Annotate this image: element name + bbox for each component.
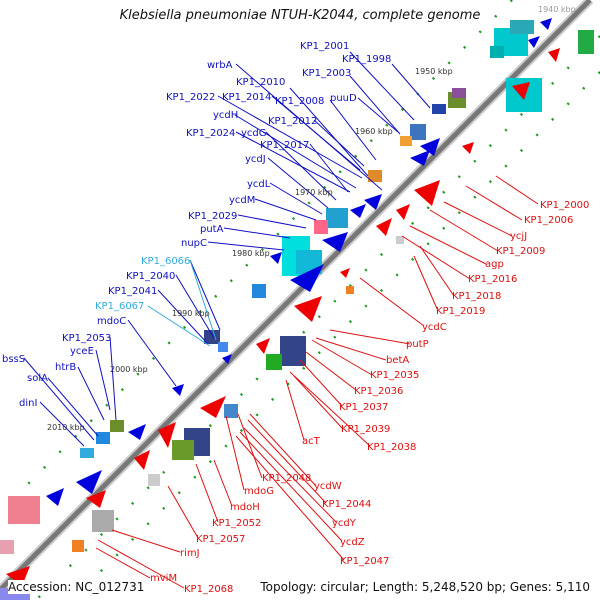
gene-label: yceE [70, 346, 94, 357]
gene-label: KP1_2044 [322, 499, 371, 510]
kbp-tick-label: 1990 kbp [172, 309, 210, 318]
leader-lines-lower [95, 175, 539, 589]
genome-title: Klebsiella pneumoniae NTUH-K2044, comple… [119, 8, 481, 23]
gene-label: KP1_2009 [496, 246, 545, 257]
gene-label: ycdZ [340, 537, 365, 548]
gene-label: KP1_2040 [126, 271, 175, 282]
gene-label: KP1_2053 [62, 333, 111, 344]
gene-label: bssS [2, 354, 25, 365]
gene-label: KP1_2036 [354, 386, 403, 397]
gene-label: KP1_2022 [166, 92, 215, 103]
gene-label: KP1_2035 [370, 370, 419, 381]
gene-label: KP1_1998 [342, 54, 391, 65]
gene-label: KP1_2039 [341, 424, 390, 435]
gene-label: KP1_2038 [367, 442, 416, 453]
kbp-tick-labels: 1940 kbp 1950 kbp 1960 kbp 1970 kbp 1980… [47, 5, 576, 432]
gene-label: KP1_2029 [188, 211, 237, 222]
gene-label: KP1_2000 [540, 200, 589, 211]
gene-label: KP1_2047 [340, 556, 389, 567]
kbp-tick-label: 1980 kbp [232, 249, 270, 258]
accession-label: Accession: NC_012731 [8, 580, 145, 594]
gene-label: htrB [55, 362, 76, 373]
gene-label: KP1_2006 [524, 215, 573, 226]
gene-label: mdoH [230, 502, 260, 513]
gene-labels-lower: KP1_2000 KP1_2006 ycjJ KP1_2009 agp KP1_… [150, 200, 589, 595]
gene-label: ycdC [422, 322, 447, 333]
reverse-features [0, 30, 594, 600]
leader-lines-alt [147, 259, 217, 347]
kbp-tick-label: 1970 kbp [295, 188, 333, 197]
gene-label: rimJ [180, 548, 200, 559]
leader-lines-upper [23, 51, 431, 447]
gene-label: ycdW [314, 481, 342, 492]
gene-label: wrbA [207, 60, 233, 71]
gene-label: putP [406, 339, 429, 350]
gene-label: KP1_2019 [436, 306, 485, 317]
gene-label: KP1_2016 [468, 274, 517, 285]
gene-label: ycdH [213, 110, 238, 121]
gene-label: putA [200, 224, 224, 235]
gene-label: ycdJ [245, 154, 266, 165]
gene-label: KP1_2008 [275, 96, 324, 107]
gene-label: mdoG [244, 486, 274, 497]
gene-label: KP1_2014 [222, 92, 271, 103]
kbp-tick-label: 1950 kbp [415, 67, 453, 76]
gene-label: KP1_2010 [236, 77, 285, 88]
kbp-tick-label: 2000 kbp [110, 365, 148, 374]
gene-label: KP1_2068 [184, 584, 233, 595]
gene-label: ycdY [332, 518, 357, 529]
gene-label: KP1_2001 [300, 41, 349, 52]
gene-label: mdoC [97, 316, 126, 327]
gene-label: betA [386, 355, 409, 366]
gene-label: puuD [330, 93, 357, 104]
gene-labels-upper: KP1_2001 KP1_1998 wrbA KP1_2003 KP1_2010… [2, 41, 391, 409]
gene-label: KP1_2017 [260, 140, 309, 151]
gene-label: KP1_2037 [339, 402, 388, 413]
gene-label: KP1_2003 [302, 68, 351, 79]
gene-label: ycjJ [510, 231, 527, 242]
gene-label: acT [302, 436, 321, 447]
gene-label-alt: KP1_6066 [141, 256, 190, 267]
gene-label: nupC [181, 238, 207, 249]
gene-label: KP1_2012 [268, 116, 317, 127]
gene-label: solA [27, 373, 48, 384]
gene-label: mviM [150, 573, 177, 584]
forward-features [0, 18, 552, 554]
gene-label: KP1_2052 [212, 518, 261, 529]
gene-label: ycdG [241, 128, 267, 139]
gene-label: ycdL [247, 179, 271, 190]
gene-label: KP1_2024 [186, 128, 235, 139]
gene-label: KP1_2018 [452, 291, 501, 302]
genome-summary: Topology: circular; Length: 5,248,520 bp… [260, 580, 590, 594]
gene-label: KP1_2057 [196, 534, 245, 545]
gene-label: ycdM [229, 195, 255, 206]
gene-label: agp [485, 259, 504, 270]
kbp-tick-label: 1940 kbp [538, 5, 576, 14]
kbp-tick-label: 2010 kbp [47, 423, 85, 432]
gene-label: dinI [19, 398, 37, 409]
gene-label: KP1_2048 [262, 473, 311, 484]
gene-label: KP1_2041 [108, 286, 157, 297]
gene-label-alt: KP1_6067 [95, 301, 144, 312]
kbp-tick-label: 1960 kbp [355, 127, 393, 136]
